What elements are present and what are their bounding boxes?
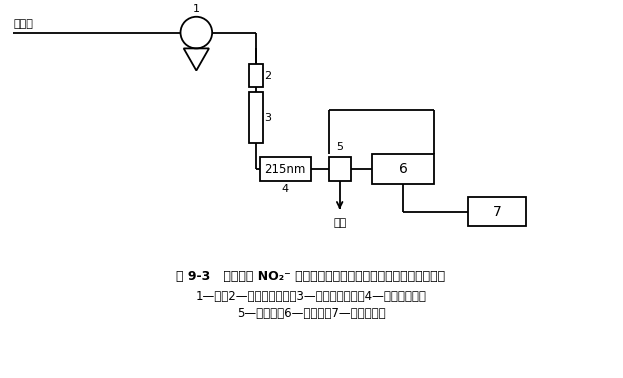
Text: 1: 1 — [193, 4, 200, 14]
Text: 215nm: 215nm — [265, 163, 306, 175]
Bar — [249, 64, 262, 87]
Text: 7: 7 — [493, 204, 502, 218]
Bar — [329, 157, 351, 181]
Bar — [373, 154, 434, 184]
Text: 3: 3 — [265, 113, 272, 122]
Text: 废液: 废液 — [333, 218, 346, 228]
Bar — [468, 197, 526, 226]
Text: 4: 4 — [282, 184, 289, 194]
Text: 6: 6 — [399, 162, 407, 176]
Text: 5—抑制器；6—电导池；7—电导检测器: 5—抑制器；6—电导池；7—电导检测器 — [237, 307, 385, 321]
Text: 淋洗液: 淋洗液 — [14, 19, 33, 29]
Text: 1—泵；2—阴离子保护柱；3—阴离子分离柱；4—紫外检测器；: 1—泵；2—阴离子保护柱；3—阴离子分离柱；4—紫外检测器； — [196, 290, 426, 303]
Bar — [260, 157, 311, 181]
Bar — [249, 92, 262, 143]
Text: 5: 5 — [336, 142, 343, 152]
Text: 图 9-3   同时检测 NO₂⁻ 和其他阴离子时电导和紫外两种检测器的联接: 图 9-3 同时检测 NO₂⁻ 和其他阴离子时电导和紫外两种检测器的联接 — [176, 270, 445, 283]
Text: 2: 2 — [265, 71, 272, 81]
